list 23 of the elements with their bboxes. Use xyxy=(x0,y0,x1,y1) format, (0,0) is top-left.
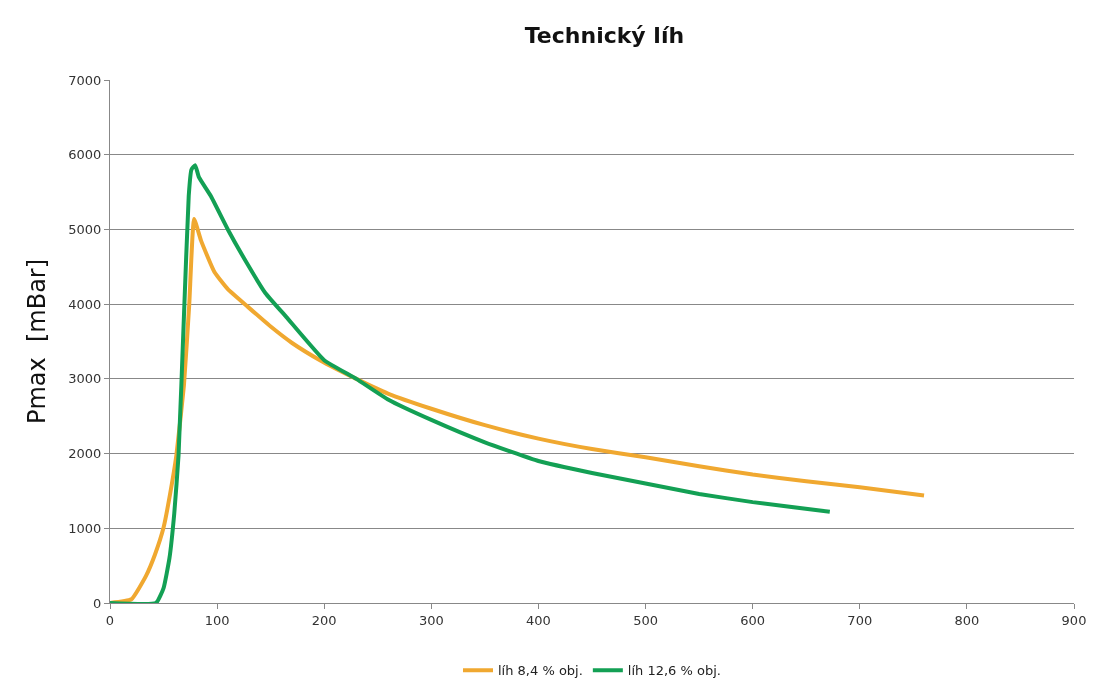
x-tick-label: 200 xyxy=(311,612,337,628)
x-tick-label: 100 xyxy=(204,612,230,628)
x-tick-label: 0 xyxy=(105,612,115,628)
y-tick-label: 5000 xyxy=(68,221,102,237)
x-tick-label: 300 xyxy=(418,612,444,628)
y-axis-title: Pmax [mBar] xyxy=(23,258,52,425)
x-tick-label: 800 xyxy=(954,612,980,628)
x-tick-label: 700 xyxy=(847,612,873,628)
line-series xyxy=(110,163,832,603)
legend-label: líh 8,4 % obj. xyxy=(498,663,583,679)
x-tick-label: 400 xyxy=(526,612,551,628)
y-tick-label: 6000 xyxy=(68,147,102,163)
legend-label: líh 12,6 % obj. xyxy=(627,663,721,679)
y-tick-label: 2000 xyxy=(68,446,102,462)
y-tick-label: 7000 xyxy=(68,72,102,88)
y-tick-label: 3000 xyxy=(68,371,102,387)
y-tick-label: 1000 xyxy=(68,520,102,536)
y-tick-label: 0 xyxy=(93,595,102,611)
x-tick-label: 500 xyxy=(633,612,658,628)
y-tick-label: 4000 xyxy=(68,296,102,312)
x-tick-label: 600 xyxy=(740,612,766,628)
chart-title: Technický líh xyxy=(524,23,685,49)
x-tick-label: 900 xyxy=(1061,612,1087,628)
